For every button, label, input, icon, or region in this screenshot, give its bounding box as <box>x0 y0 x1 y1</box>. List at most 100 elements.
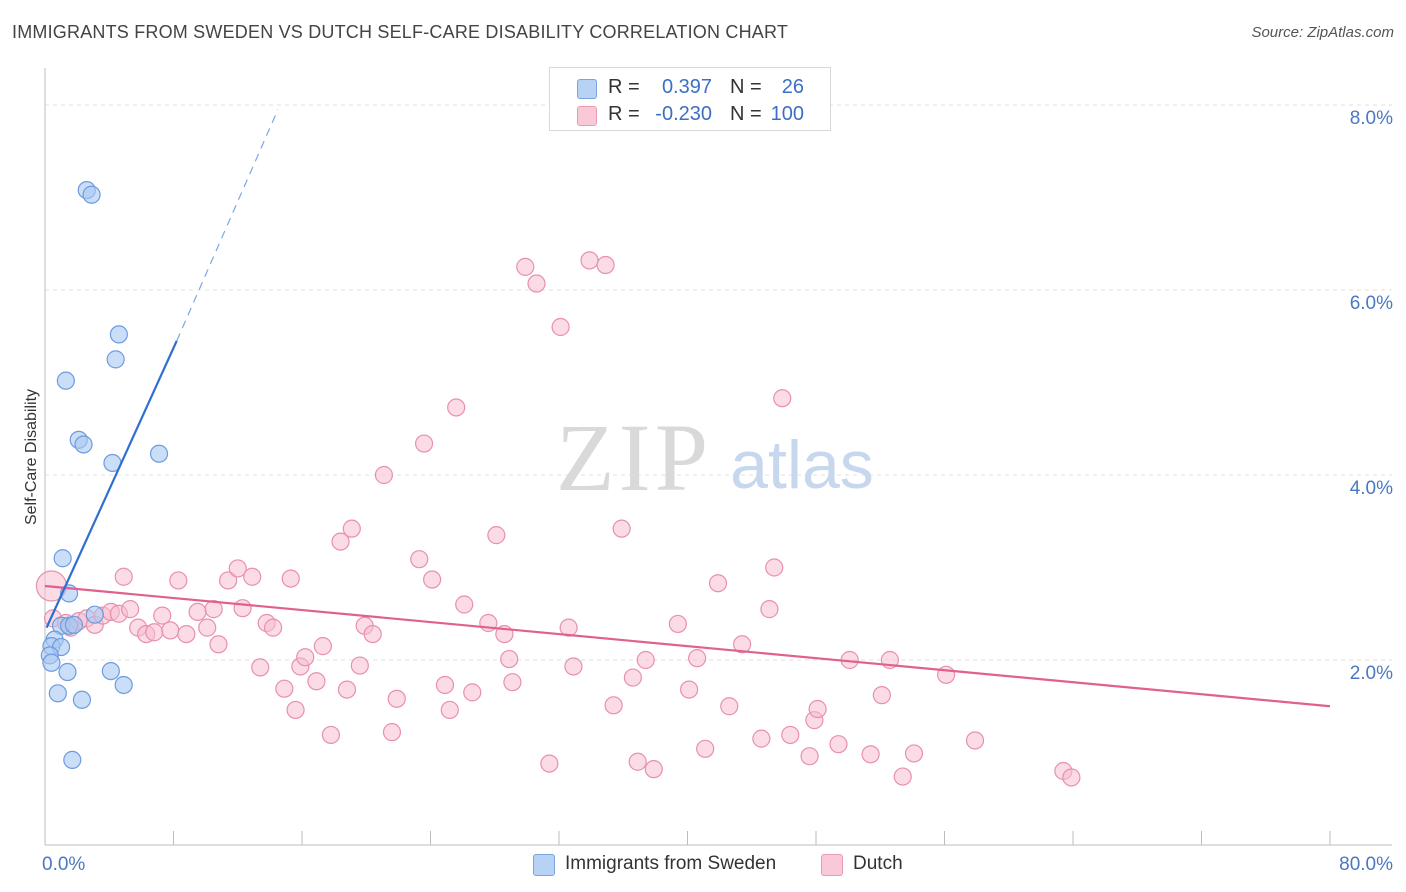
dutch-point <box>153 606 172 625</box>
dutch-point <box>765 558 784 577</box>
dutch-point <box>414 434 434 453</box>
dutch-point <box>219 571 238 590</box>
sweden-point <box>48 684 67 703</box>
dutch-point <box>596 255 615 275</box>
dutch-point <box>374 465 394 485</box>
sweden-point <box>109 325 128 344</box>
dutch-point <box>423 570 442 589</box>
sweden-point <box>101 661 120 681</box>
dutch-point <box>800 747 819 766</box>
x-tick-labels: 0.0% 80.0% <box>42 854 1393 875</box>
dutch-point <box>161 621 180 640</box>
dutch-point <box>198 618 217 637</box>
dutch-point <box>1062 768 1081 787</box>
dutch-point <box>382 723 402 742</box>
y-tick-label: 4.0% <box>1350 478 1393 499</box>
series-legend: Immigrants from Sweden Dutch <box>0 852 1406 878</box>
dutch-point <box>527 274 546 293</box>
dutch-point <box>644 760 663 779</box>
dutch-point <box>296 648 315 667</box>
dutch-point <box>612 519 631 538</box>
dutch-point <box>516 257 535 276</box>
dutch-point <box>733 635 752 654</box>
dutch-point <box>760 600 779 619</box>
dutch-points <box>35 251 1081 787</box>
dutch-point <box>447 398 466 417</box>
sweden-point <box>53 549 72 568</box>
dutch-trendline <box>44 584 1331 708</box>
legend-n-label: N = <box>730 103 762 125</box>
legend-r-label: R = <box>608 103 640 125</box>
legend-n-value: 100 <box>770 103 804 125</box>
dutch-point <box>636 650 655 670</box>
dutch-point <box>463 683 482 702</box>
dutch-point <box>829 735 848 754</box>
correlation-legend: R = 0.397 N = 26 R = -0.230 N = 100 <box>549 67 831 131</box>
dutch-point <box>337 680 357 699</box>
dutch-point <box>228 559 247 578</box>
dutch-point <box>808 699 827 719</box>
dutch-point <box>893 767 912 786</box>
dutch-point <box>696 739 715 758</box>
legend-n-label: N = <box>730 76 762 98</box>
dutch-point <box>455 595 474 614</box>
sweden-point <box>64 615 84 634</box>
dutch-point <box>861 745 880 764</box>
sweden-point <box>63 750 82 770</box>
legend-r-value: 0.397 <box>661 76 712 98</box>
dutch-point <box>342 519 361 538</box>
dutch-point <box>628 752 647 771</box>
dutch-point <box>688 649 707 668</box>
sweden-point <box>82 185 101 204</box>
dutch-point <box>243 567 262 586</box>
dutch-point <box>487 526 506 545</box>
dutch-point <box>350 656 369 675</box>
dutch-point <box>177 624 196 644</box>
dutch-point <box>281 569 300 588</box>
legend-r-value: -0.230 <box>655 103 712 125</box>
sweden-point <box>74 435 93 454</box>
trendlines <box>44 109 1331 708</box>
sweden-point <box>149 444 169 463</box>
sweden-point <box>58 662 77 682</box>
dutch-point <box>580 251 599 270</box>
y-tick-label: 2.0% <box>1350 663 1393 684</box>
dutch-point <box>500 649 519 669</box>
dutch-point <box>872 686 891 705</box>
watermark: ZIP atlas <box>556 404 874 511</box>
watermark-atlas: atlas <box>730 427 874 503</box>
dutch-point <box>623 668 642 687</box>
sweden-point <box>56 371 75 390</box>
dutch-point <box>440 700 459 720</box>
watermark-zip: ZIP <box>556 404 712 511</box>
dutch-point <box>233 599 252 618</box>
dutch-point <box>904 744 924 763</box>
series-legend-dutch-label: Dutch <box>853 853 903 874</box>
dutch-point <box>331 532 350 551</box>
legend-row-dutch: R = -0.230 N = 100 <box>550 100 830 128</box>
y-tick-label: 6.0% <box>1350 293 1393 314</box>
dutch-point <box>503 673 522 692</box>
dutch-point <box>321 725 341 745</box>
dutch-point <box>307 672 326 691</box>
dutch-point <box>114 567 133 586</box>
dutch-point <box>965 731 985 750</box>
dutch-point <box>209 635 228 654</box>
series-swatch-sweden <box>533 854 555 876</box>
dutch-point <box>604 696 623 715</box>
dutch-point <box>204 600 223 619</box>
y-tick-label: 8.0% <box>1350 108 1393 129</box>
dutch-point <box>121 600 140 619</box>
sweden-point <box>85 605 104 624</box>
dutch-point <box>564 657 583 676</box>
axes <box>44 68 1392 846</box>
dutch-point <box>720 697 739 716</box>
dutch-point <box>263 618 283 637</box>
series-legend-sweden-label: Immigrants from Sweden <box>565 853 777 874</box>
dutch-point <box>435 675 455 695</box>
x-tick-label: 0.0% <box>42 854 85 875</box>
dutch-point <box>540 754 559 773</box>
dutch-point <box>668 614 687 634</box>
sweden-trendline-extension <box>176 109 279 342</box>
